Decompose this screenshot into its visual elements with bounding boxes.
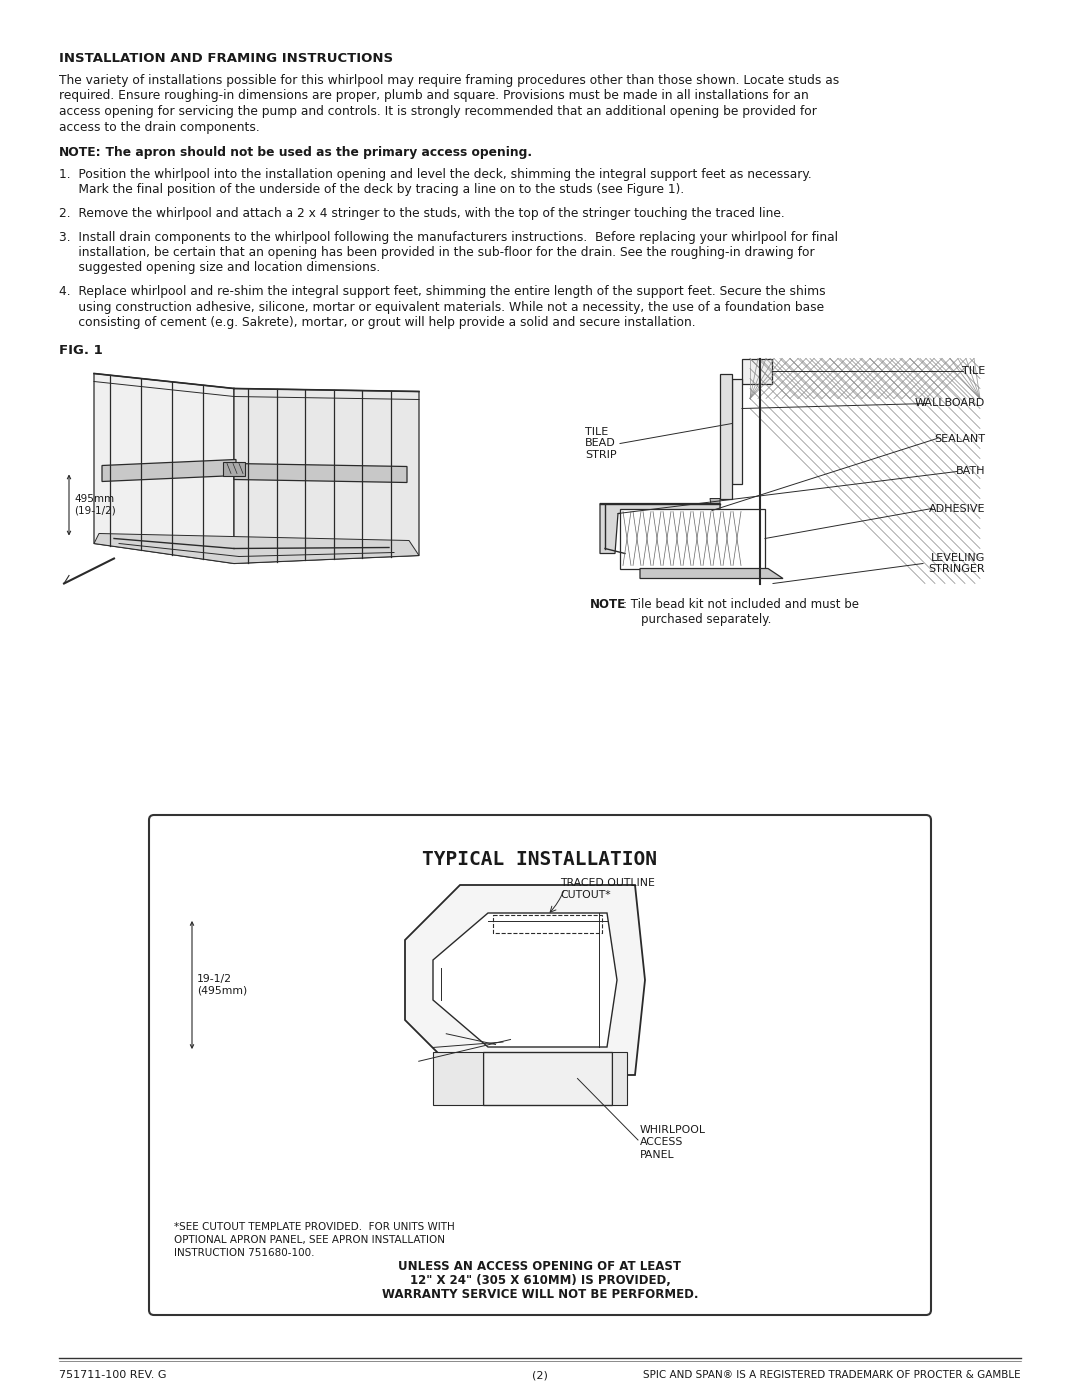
Text: TYPICAL INSTALLATION: TYPICAL INSTALLATION xyxy=(422,849,658,869)
Text: BATH: BATH xyxy=(956,467,985,476)
Text: 495mm
(19-1/2): 495mm (19-1/2) xyxy=(75,495,116,515)
Bar xyxy=(483,1052,612,1105)
Text: NOTE: NOTE xyxy=(590,598,626,612)
Text: UNLESS AN ACCESS OPENING OF AT LEAST: UNLESS AN ACCESS OPENING OF AT LEAST xyxy=(399,1260,681,1273)
Text: INSTALLATION AND FRAMING INSTRUCTIONS: INSTALLATION AND FRAMING INSTRUCTIONS xyxy=(59,52,393,66)
Text: FIG. 1: FIG. 1 xyxy=(59,344,103,356)
Text: ADHESIVE: ADHESIVE xyxy=(929,503,985,514)
Text: installation, be certain that an opening has been provided in the sub-floor for : installation, be certain that an opening… xyxy=(59,246,814,258)
Text: consisting of cement (e.g. Sakrete), mortar, or grout will help provide a solid : consisting of cement (e.g. Sakrete), mor… xyxy=(59,316,696,330)
Text: SPIC AND SPAN® IS A REGISTERED TRADEMARK OF PROCTER & GAMBLE: SPIC AND SPAN® IS A REGISTERED TRADEMARK… xyxy=(644,1370,1021,1380)
Text: OPTIONAL APRON PANEL, SEE APRON INSTALLATION: OPTIONAL APRON PANEL, SEE APRON INSTALLA… xyxy=(174,1235,445,1245)
Text: TRACED OUTLINE
CUTOUT*: TRACED OUTLINE CUTOUT* xyxy=(561,877,654,900)
Text: The variety of installations possible for this whirlpool may require framing pro: The variety of installations possible fo… xyxy=(59,74,839,87)
Text: 19-1/2
(495mm): 19-1/2 (495mm) xyxy=(197,974,247,996)
Text: purchased separately.: purchased separately. xyxy=(642,613,771,626)
Text: Mark the final position of the underside of the deck by tracing a line on to the: Mark the final position of the underside… xyxy=(59,183,685,197)
Polygon shape xyxy=(405,886,645,1076)
Text: SEALANT: SEALANT xyxy=(934,433,985,443)
Text: access opening for servicing the pump and controls. It is strongly recommended t: access opening for servicing the pump an… xyxy=(59,105,816,117)
Polygon shape xyxy=(234,388,419,563)
Text: WALLBOARD: WALLBOARD xyxy=(915,398,985,408)
Text: TILE: TILE xyxy=(962,366,985,376)
Polygon shape xyxy=(640,569,783,578)
Polygon shape xyxy=(94,373,234,563)
FancyBboxPatch shape xyxy=(149,814,931,1315)
Text: INSTRUCTION 751680-100.: INSTRUCTION 751680-100. xyxy=(174,1248,314,1259)
Bar xyxy=(742,359,772,384)
Text: 1.  Position the whirlpool into the installation opening and level the deck, shi: 1. Position the whirlpool into the insta… xyxy=(59,168,812,182)
Text: (2): (2) xyxy=(532,1370,548,1380)
Text: TILE
BEAD
STRIP: TILE BEAD STRIP xyxy=(585,427,617,460)
Text: LEVELING
STRINGER: LEVELING STRINGER xyxy=(929,553,985,574)
Text: suggested opening size and location dimensions.: suggested opening size and location dime… xyxy=(59,261,380,274)
Polygon shape xyxy=(102,460,237,482)
Text: 2.  Remove the whirlpool and attach a 2 x 4 stringer to the studs, with the top : 2. Remove the whirlpool and attach a 2 x… xyxy=(59,207,785,219)
Text: required. Ensure roughing-in dimensions are proper, plumb and square. Provisions: required. Ensure roughing-in dimensions … xyxy=(59,89,809,102)
Bar xyxy=(433,1052,483,1105)
Text: NOTE:: NOTE: xyxy=(59,147,102,159)
Text: : Tile bead kit not included and must be: : Tile bead kit not included and must be xyxy=(623,598,859,612)
Text: 3.  Install drain components to the whirlpool following the manufacturers instru: 3. Install drain components to the whirl… xyxy=(59,231,838,243)
Polygon shape xyxy=(600,503,720,553)
Bar xyxy=(732,379,742,483)
Text: The apron should not be used as the primary access opening.: The apron should not be used as the prim… xyxy=(97,147,532,159)
Text: using construction adhesive, silicone, mortar or equivalent materials. While not: using construction adhesive, silicone, m… xyxy=(59,300,824,313)
Polygon shape xyxy=(234,464,407,482)
Text: access to the drain components.: access to the drain components. xyxy=(59,120,260,134)
Bar xyxy=(222,461,245,475)
Polygon shape xyxy=(94,534,419,563)
Text: 751711-100 REV. G: 751711-100 REV. G xyxy=(59,1370,166,1380)
Text: WARRANTY SERVICE WILL NOT BE PERFORMED.: WARRANTY SERVICE WILL NOT BE PERFORMED. xyxy=(381,1288,699,1301)
Polygon shape xyxy=(433,914,617,1046)
Polygon shape xyxy=(710,499,720,510)
Text: WHIRLPOOL
ACCESS
PANEL: WHIRLPOOL ACCESS PANEL xyxy=(640,1125,706,1160)
Text: 12" X 24" (305 X 610MM) IS PROVIDED,: 12" X 24" (305 X 610MM) IS PROVIDED, xyxy=(409,1274,671,1287)
Bar xyxy=(620,509,765,569)
Bar xyxy=(612,1052,627,1105)
Text: 4.  Replace whirlpool and re-shim the integral support feet, shimming the entire: 4. Replace whirlpool and re-shim the int… xyxy=(59,285,825,298)
Bar xyxy=(720,373,732,499)
Text: *SEE CUTOUT TEMPLATE PROVIDED.  FOR UNITS WITH: *SEE CUTOUT TEMPLATE PROVIDED. FOR UNITS… xyxy=(174,1222,455,1232)
